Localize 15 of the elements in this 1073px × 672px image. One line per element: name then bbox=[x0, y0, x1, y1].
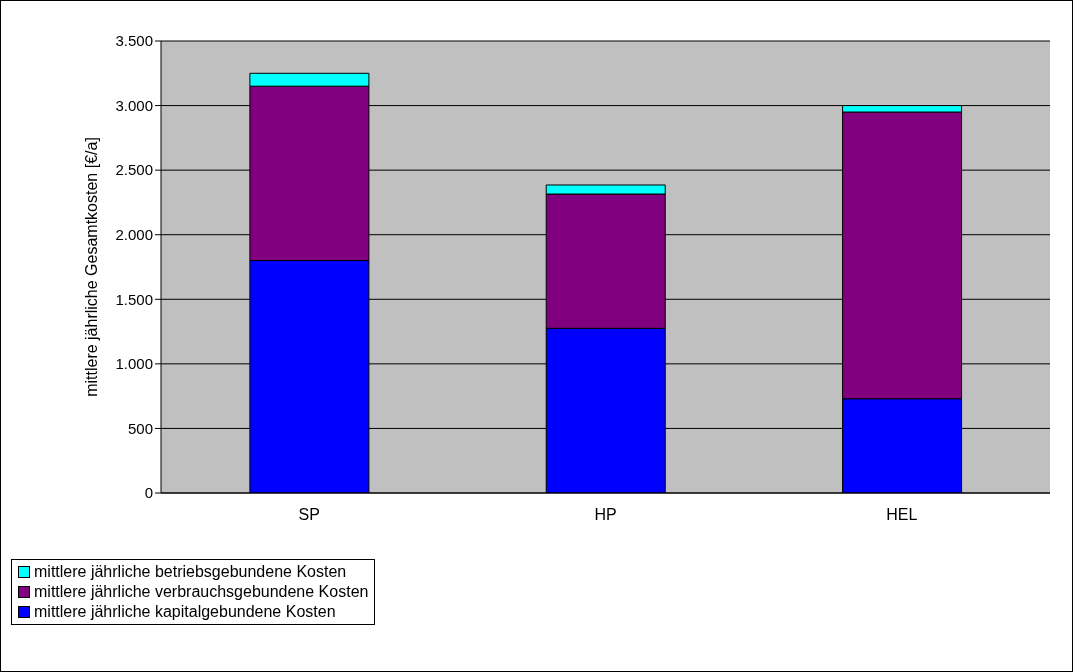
legend-label: mittlere jährliche verbrauchsgebundene Kosten bbox=[34, 582, 369, 602]
legend-label: mittlere jährliche betriebsgebundene Kosten bbox=[34, 562, 347, 582]
y-tick-label: 3.000 bbox=[115, 96, 153, 114]
y-tick-label: 500 bbox=[127, 419, 153, 437]
y-tick-label: 3.500 bbox=[115, 32, 153, 50]
x-tick-label: SP bbox=[298, 506, 320, 524]
y-tick-label: 1.500 bbox=[115, 290, 153, 308]
y-tick-label: 2.500 bbox=[115, 161, 153, 179]
y-tick-label: 1.000 bbox=[115, 355, 153, 373]
x-tick-label: HEL bbox=[886, 506, 918, 524]
x-tick-label: HP bbox=[594, 506, 617, 524]
y-axis-title: mittlere jährliche Gesamtkosten [€/a] bbox=[82, 137, 100, 397]
y-tick-label: 0 bbox=[144, 484, 153, 502]
legend-label: mittlere jährliche kapitalgebundene Kosten bbox=[34, 602, 336, 622]
y-tick-label: 2.000 bbox=[115, 226, 153, 244]
